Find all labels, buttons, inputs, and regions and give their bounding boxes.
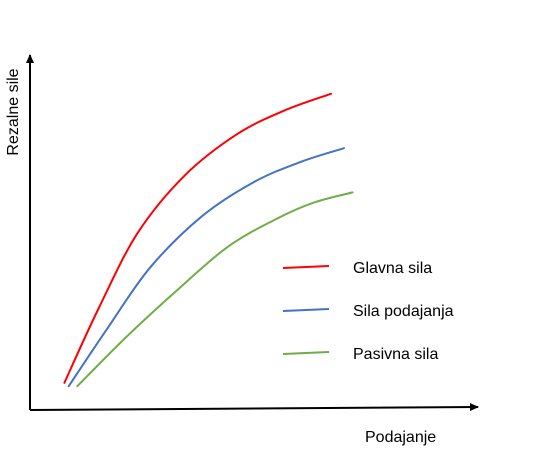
y-axis-label: Rezalne sile [5,68,22,155]
series-line-pasivna-sila [76,191,354,388]
x-axis [29,403,479,412]
legend-label-sila-podajanja: Sila podajanja [353,303,454,320]
legend-swatch-pasivna-sila [282,351,330,355]
series-line-sila-podajanja [67,147,345,388]
series-curves [63,92,354,388]
legend-label-glavna-sila: Glavna sila [353,260,432,277]
series-line-glavna-sila [63,92,332,384]
legend: Glavna sila Sila podajanja Pasivna sila [282,260,454,363]
legend-swatch-sila-podajanja [282,308,330,312]
legend-swatch-glavna-sila [282,265,330,269]
x-axis-label: Podajanje [365,429,436,446]
legend-label-pasivna-sila: Pasivna sila [353,346,438,363]
